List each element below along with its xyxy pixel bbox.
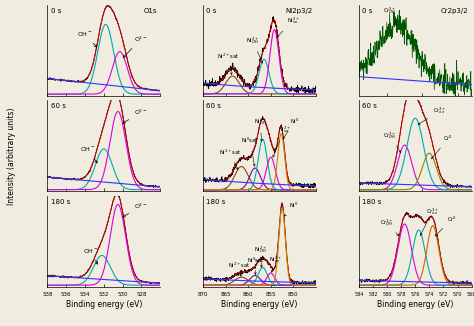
Text: Cr$^{0}$: Cr$^{0}$ — [435, 214, 457, 236]
Text: Ni$^{2+}_{ox}$: Ni$^{2+}_{ox}$ — [273, 125, 291, 157]
Text: 180 s: 180 s — [362, 199, 382, 205]
Text: Ni$^{0}$: Ni$^{0}$ — [283, 117, 299, 139]
Text: OH$^-$: OH$^-$ — [77, 30, 97, 47]
Text: 0 s: 0 s — [362, 7, 373, 14]
Text: O$^{2-}$: O$^{2-}$ — [123, 34, 148, 58]
Text: Ni$^{2+}_{OH}$: Ni$^{2+}_{OH}$ — [254, 117, 267, 141]
Text: Ni$^{2+}$sat: Ni$^{2+}$sat — [219, 148, 241, 170]
Text: Ni$^{2+}_{OH}$: Ni$^{2+}_{OH}$ — [246, 35, 263, 63]
Text: 0 s: 0 s — [207, 7, 217, 14]
Text: Intensity (arbitrary units): Intensity (arbitrary units) — [8, 108, 16, 205]
Text: 180 s: 180 s — [207, 199, 226, 205]
Text: O$^{2-}$: O$^{2-}$ — [123, 108, 148, 123]
X-axis label: Binding energy (eV): Binding energy (eV) — [65, 300, 142, 308]
Text: O1s: O1s — [143, 7, 157, 14]
Text: Ni$^{2+}$sat: Ni$^{2+}$sat — [228, 260, 250, 276]
Text: Cr$^{3+}_{OH}$: Cr$^{3+}_{OH}$ — [383, 5, 397, 25]
Text: Cr$^{3+}_{ox}$: Cr$^{3+}_{ox}$ — [420, 206, 439, 235]
Text: Cr2p3/2: Cr2p3/2 — [441, 7, 468, 14]
Text: Cr$^{0}$: Cr$^{0}$ — [431, 134, 454, 159]
Text: OH$^-$: OH$^-$ — [83, 247, 99, 264]
Text: Cr$^{3+}_{OH}$: Cr$^{3+}_{OH}$ — [383, 130, 401, 153]
Text: 60 s: 60 s — [362, 103, 377, 109]
X-axis label: Binding energy (eV): Binding energy (eV) — [221, 300, 298, 308]
Text: Ni$^{0}$sat: Ni$^{0}$sat — [247, 255, 265, 274]
Text: OH$^-$: OH$^-$ — [80, 145, 97, 163]
Text: 180 s: 180 s — [51, 199, 70, 205]
Text: Cr$^{3+}_{ox}$: Cr$^{3+}_{ox}$ — [418, 106, 447, 125]
X-axis label: Binding energy (eV): Binding energy (eV) — [377, 300, 454, 308]
Text: Ni2p3/2: Ni2p3/2 — [285, 7, 312, 14]
Text: Cr$^{3+}_{OH}$: Cr$^{3+}_{OH}$ — [380, 217, 399, 236]
Text: O$^{2-}$: O$^{2-}$ — [123, 201, 148, 217]
Text: 60 s: 60 s — [207, 103, 221, 109]
Text: 0 s: 0 s — [51, 7, 61, 14]
Text: Ni$^{0}$sat: Ni$^{0}$sat — [241, 136, 259, 166]
Text: Ni$^{2+}$sat: Ni$^{2+}$sat — [217, 52, 239, 75]
Text: Ni$^{2+}_{OH}$: Ni$^{2+}_{OH}$ — [254, 244, 267, 267]
Text: Ni$^{0}$: Ni$^{0}$ — [284, 201, 299, 216]
Text: Ni$^{2+}_{ox}$: Ni$^{2+}_{ox}$ — [269, 254, 282, 272]
Text: Ni$^{2+}_{ox}$: Ni$^{2+}_{ox}$ — [277, 16, 300, 37]
Text: 60 s: 60 s — [51, 103, 66, 109]
